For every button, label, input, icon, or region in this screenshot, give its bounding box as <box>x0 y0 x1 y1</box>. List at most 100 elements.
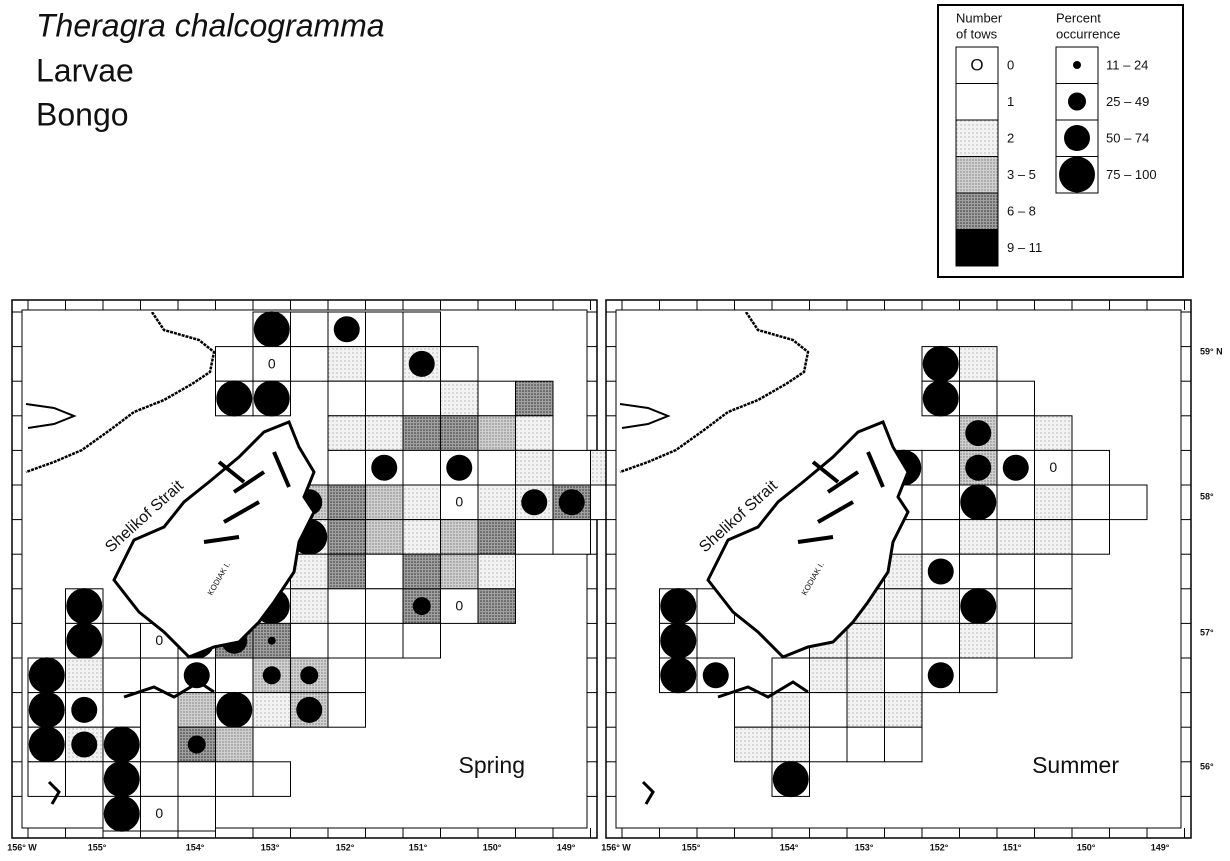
legend-label: 2 <box>1007 130 1014 145</box>
occurrence-dot <box>66 588 103 625</box>
grid-cell <box>365 311 404 348</box>
grid-cell <box>884 692 923 728</box>
grid-cell <box>1034 588 1073 624</box>
longitude-label: 154° <box>186 842 205 852</box>
occurrence-dot <box>660 588 697 625</box>
occurrence-dot <box>187 735 206 754</box>
occurrence-dot <box>253 380 290 417</box>
grid-cell <box>327 484 366 521</box>
grid-cell <box>884 657 923 694</box>
zero-label: 0 <box>455 494 463 510</box>
grid-cell <box>515 415 554 451</box>
grid-cell <box>1034 484 1073 521</box>
occurrence-dot <box>922 345 959 382</box>
grid-cell <box>290 346 329 382</box>
legend-label: 6 – 8 <box>1007 203 1036 218</box>
occurrence-dot <box>412 597 431 616</box>
occurrence-dot <box>371 454 398 481</box>
grid-cell <box>365 588 404 624</box>
grid-cell <box>1034 519 1073 555</box>
grid-cell <box>884 622 923 659</box>
grid-cell <box>440 415 479 451</box>
grid-cell <box>1109 484 1148 521</box>
occurrence-dot <box>660 657 697 694</box>
grid-cell <box>402 553 441 590</box>
grid-cell <box>365 380 404 417</box>
occurrence-dot <box>28 726 65 763</box>
grid-cell <box>290 311 329 348</box>
grid-cell <box>846 657 885 694</box>
grid-cell <box>327 692 366 728</box>
grid-cell <box>477 519 516 555</box>
grid-cell <box>552 519 591 555</box>
grid-cell <box>102 657 141 694</box>
grid-cell <box>959 346 998 382</box>
grid-cell <box>996 380 1035 417</box>
grid-cell <box>140 795 179 832</box>
grid-cell <box>921 449 960 486</box>
longitude-label: 154° <box>780 842 799 852</box>
occurrence-dot <box>103 726 140 763</box>
grid-cell <box>365 484 404 521</box>
grid-cell <box>846 726 885 763</box>
grid-cell <box>996 588 1035 624</box>
grid-cell <box>1034 449 1073 486</box>
latitude-label: 59° N <box>1200 346 1223 356</box>
legend-dot <box>1073 61 1081 69</box>
grid-cell <box>327 449 366 486</box>
legend-label: 1 <box>1007 94 1014 109</box>
occurrence-dot <box>960 484 997 521</box>
longitude-label: 155° <box>88 842 107 852</box>
zero-label: 0 <box>155 805 163 821</box>
longitude-label: 153° <box>261 842 280 852</box>
grid-cell <box>252 346 291 382</box>
legend-heading: Percent <box>1056 10 1101 25</box>
grid-cell <box>1034 553 1073 590</box>
title-species: Theragra chalcogramma <box>36 7 385 43</box>
occurrence-dot <box>558 489 585 516</box>
grid-cell <box>402 622 441 659</box>
grid-cell <box>921 519 960 555</box>
grid-cell <box>65 761 104 797</box>
occurrence-dot <box>927 662 954 689</box>
legend-label: 25 – 49 <box>1106 94 1149 109</box>
longitude-label: 156° W <box>7 842 37 852</box>
grid-cell <box>402 415 441 451</box>
grid-cell <box>771 692 810 728</box>
grid-cell <box>252 761 291 797</box>
grid-cell <box>440 346 479 382</box>
grid-cell <box>996 519 1035 555</box>
grid-cell <box>515 449 554 486</box>
grid-cell <box>327 553 366 590</box>
occurrence-dot <box>253 311 290 348</box>
occurrence-dot <box>521 489 548 516</box>
grid-cell <box>921 622 960 659</box>
occurrence-dot <box>922 380 959 417</box>
grid-cell <box>959 519 998 555</box>
grid-cell <box>771 657 810 694</box>
grid-cell <box>477 415 516 451</box>
occurrence-dot <box>965 454 992 481</box>
legend-label: 0 <box>1007 57 1014 72</box>
zero-label: 0 <box>155 632 163 648</box>
grid-cell <box>327 380 366 417</box>
map-frame-inner <box>615 309 1182 829</box>
grid-cell <box>1071 519 1110 555</box>
longitude-label: 156° W <box>601 842 631 852</box>
grid-cell <box>996 553 1035 590</box>
longitude-label: 151° <box>1003 842 1022 852</box>
latitude-label: 57° <box>1200 627 1214 637</box>
grid-cell <box>809 692 848 728</box>
grid-cell <box>477 553 516 590</box>
zero-label: 0 <box>455 598 463 614</box>
grid-cell <box>215 761 254 797</box>
title-gear: Bongo <box>36 96 129 132</box>
grid-cell <box>402 449 441 486</box>
legend-dot <box>1068 92 1086 111</box>
title-stage: Larvae <box>36 52 134 88</box>
grid-cell <box>846 692 885 728</box>
occurrence-dot <box>216 380 253 417</box>
legend-label: 3 – 5 <box>1007 167 1036 182</box>
